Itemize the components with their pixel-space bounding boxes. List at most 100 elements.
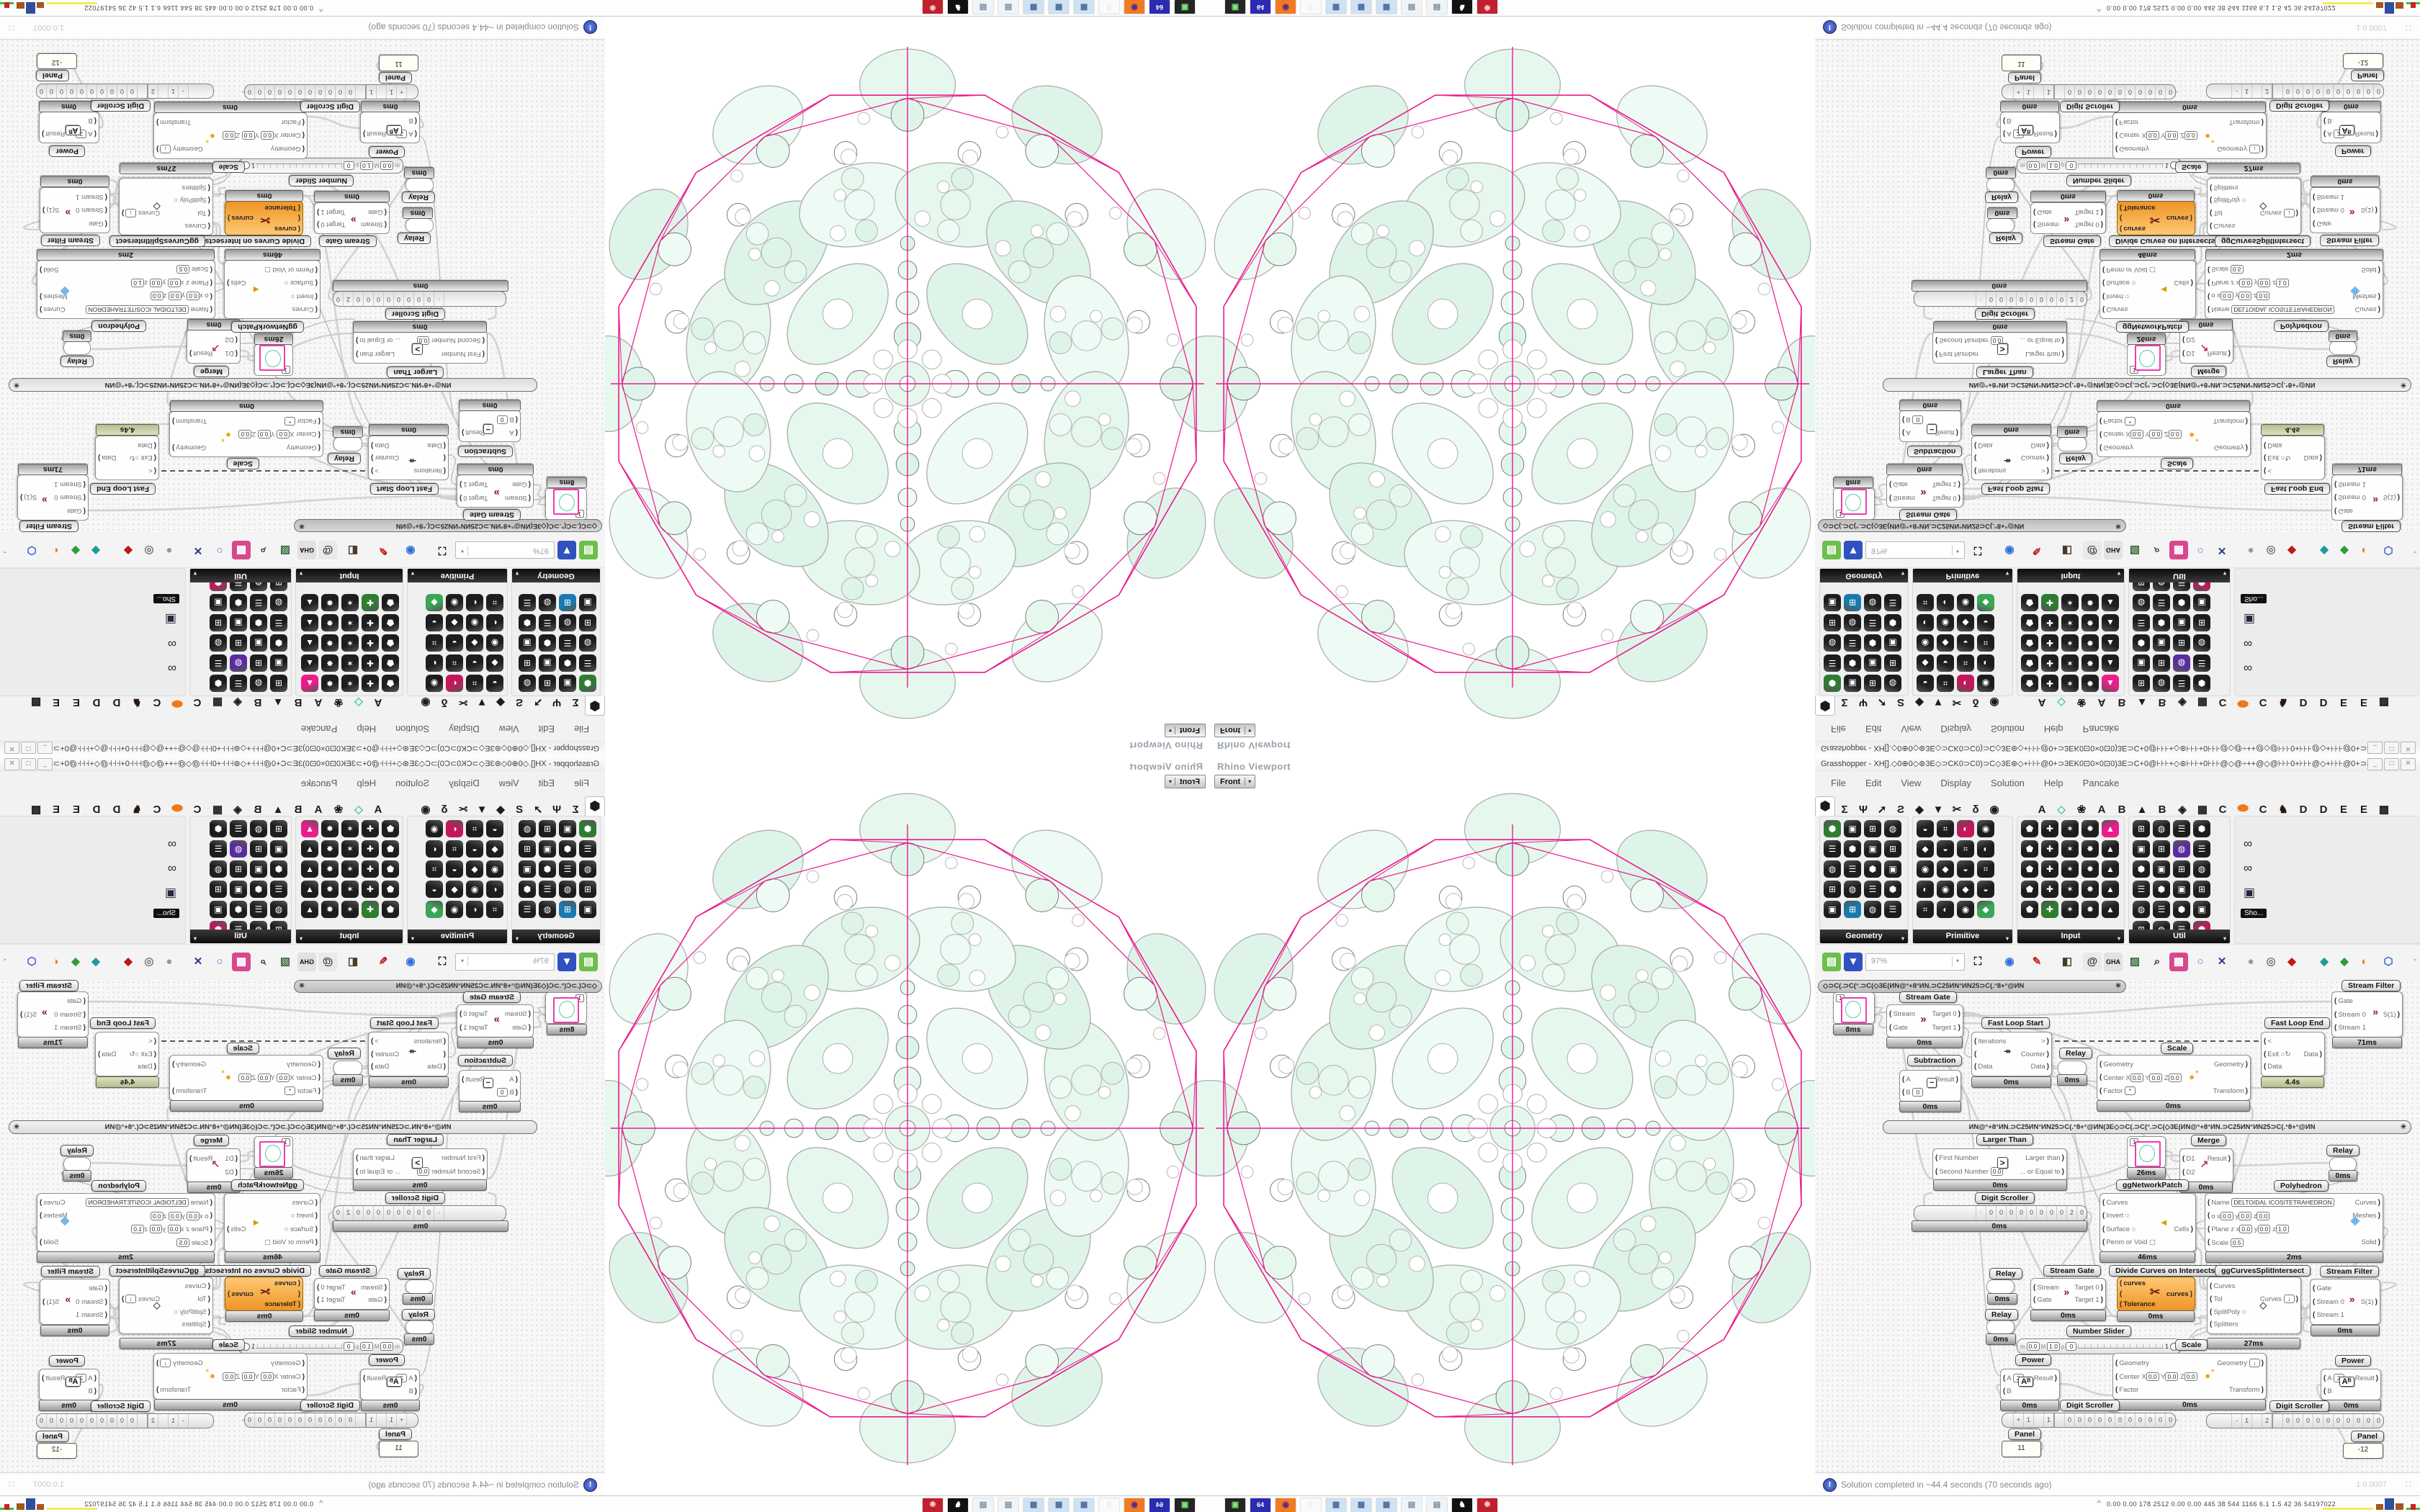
component-icon[interactable]: ▣ <box>1824 594 1841 611</box>
component-icon[interactable]: ◍ <box>1884 675 1901 692</box>
node-label-ggnetworkpatch[interactable]: ggNetworkPatch <box>2116 1179 2189 1191</box>
component-icon[interactable]: ▲ <box>301 675 318 692</box>
toolbar-balloon-icon[interactable]: ○ <box>216 544 223 557</box>
component-icon[interactable]: ▣ <box>1844 820 1861 837</box>
component-icon[interactable]: ✶ <box>341 840 359 858</box>
scroller-digit[interactable]: 0 <box>2373 84 2383 98</box>
component-icon[interactable]: ✚ <box>2041 901 2058 918</box>
component-icon[interactable]: ✚ <box>362 614 379 631</box>
taskbar-ornament-icon[interactable]: ❋ <box>922 1498 944 1512</box>
component-tab-icon-22[interactable]: ♞ <box>2278 804 2288 816</box>
component-icon[interactable]: ✸ <box>321 840 339 858</box>
node-label-merge[interactable]: Merge <box>194 366 229 377</box>
node-label-polyhedron[interactable]: Polyhedron <box>2274 1180 2329 1192</box>
component-icon[interactable]: ☰ <box>210 654 227 672</box>
palette-label-geometry[interactable]: Geometry ▾ <box>1820 930 1908 943</box>
component-icon[interactable]: ⬢ <box>2133 860 2150 878</box>
component-icon[interactable]: ⬟ <box>382 840 399 858</box>
component-icon[interactable]: ◉ <box>1977 675 1994 692</box>
node-label-stream-filter[interactable]: Stream Filter <box>2341 521 2401 532</box>
taskbar-floppy64-icon[interactable]: 64 <box>1250 1498 1271 1512</box>
curve-panel-1[interactable]: 1 <box>545 488 587 520</box>
node-label-scale[interactable]: Scale <box>212 1339 245 1351</box>
component-icon[interactable]: ◐ <box>1917 614 1934 631</box>
component-icon[interactable]: ◐ <box>426 840 443 858</box>
component-icon[interactable]: ⬢ <box>2193 820 2210 837</box>
relay-3[interactable] <box>405 1279 434 1294</box>
component-icon[interactable]: ☰ <box>270 614 287 631</box>
node-label-subtraction[interactable]: Subtraction <box>1907 446 1963 457</box>
toolbar-map-icon[interactable]: ▨ <box>2129 955 2141 968</box>
node-label-polyhedron[interactable]: Polyhedron <box>2274 320 2329 332</box>
zoom-combo[interactable]: 97% ▾ <box>455 541 555 559</box>
scroller-digit[interactable]: 0 <box>2145 1413 2155 1427</box>
relay-3[interactable] <box>1986 1279 2015 1294</box>
fast-loop-end[interactable]: (<(Exit ○↻ Data)(Data <box>2261 436 2325 480</box>
subtraction[interactable]: (A Result)(B 0− <box>459 1070 521 1102</box>
component-icon[interactable]: ◍ <box>2193 634 2210 652</box>
scroller-digit[interactable]: 1 <box>2023 1413 2033 1427</box>
scroller-digit[interactable]: 0 <box>2105 1413 2115 1427</box>
component-icon[interactable]: ✸ <box>2081 594 2099 611</box>
component-icon[interactable]: ⬢ <box>539 634 556 652</box>
toolbar-ring-icon[interactable]: ◎ <box>144 955 154 968</box>
component-tab-icon-12[interactable]: ❀ <box>2076 804 2087 816</box>
component-icon[interactable]: ☰ <box>519 901 536 918</box>
component-icon[interactable]: ⊞ <box>1824 881 1841 898</box>
component-icon[interactable]: ◍ <box>559 881 576 898</box>
component-icon[interactable]: ◒ <box>446 860 463 878</box>
component-icon[interactable]: ⬟ <box>2021 840 2038 858</box>
component-icon[interactable]: ✸ <box>321 634 339 652</box>
panel-value-11[interactable]: 11 <box>379 1441 418 1457</box>
toolbar-gem-orange-icon[interactable]: ◐ <box>52 544 59 557</box>
component-icon[interactable]: ✸ <box>321 860 339 878</box>
component-icon[interactable]: ✸ <box>321 881 339 898</box>
node-label-fast-loop-end[interactable]: Fast Loop End <box>2264 483 2330 495</box>
taskbar-calculator-icon-2[interactable]: ▦ <box>1048 1498 1070 1512</box>
component-icon[interactable]: ◍ <box>2173 654 2190 672</box>
component-icon[interactable]: ◍ <box>1864 594 1881 611</box>
component-tab-icon-9[interactable]: ◉ <box>1989 696 1999 708</box>
component-icon[interactable]: ⊞ <box>210 614 227 631</box>
component-icon[interactable]: ◆ <box>446 881 463 898</box>
scroller-digit[interactable]: 1 <box>2241 84 2251 98</box>
component-tab-icon-20[interactable]: ⬬ <box>2237 801 2249 815</box>
scroller-digit[interactable]: 2 <box>148 84 158 98</box>
relay-3[interactable] <box>1986 218 2015 233</box>
chevron-down-icon[interactable]: ▾ <box>1168 778 1172 785</box>
scroller-digit[interactable]: + <box>397 1413 407 1427</box>
component-icon[interactable]: ◉ <box>1957 594 1974 611</box>
scroller-digit[interactable]: 0 <box>2155 1413 2165 1427</box>
scroller-digit[interactable]: 0 <box>127 1414 138 1428</box>
component-icon[interactable]: ✸ <box>321 594 339 611</box>
component-icon[interactable]: ⌗ <box>1977 634 1994 652</box>
zoom-combo[interactable]: 97% ▾ <box>1865 541 1965 559</box>
component-tab-icon-16[interactable]: B <box>254 696 262 708</box>
curve-panel-1[interactable]: 1 <box>1833 992 1875 1024</box>
scroller-digit[interactable]: 0 <box>424 1206 434 1220</box>
component-icon[interactable]: ▣ <box>519 634 536 652</box>
component-tab-icon-0[interactable]: ⬢ <box>1815 696 1835 716</box>
node-label-number-slider[interactable]: Number Slider <box>289 1326 354 1337</box>
component-icon[interactable]: ◒ <box>1977 614 1994 631</box>
node-label-divide-curves-on-intersects[interactable]: Divide Curves on Intersects <box>2109 235 2222 247</box>
chevron-down-icon[interactable]: ▾ <box>2117 935 2120 942</box>
component-icon[interactable]: ◆ <box>1957 881 1974 898</box>
component-icon[interactable]: ▣ <box>2133 840 2150 858</box>
component-icon[interactable]: ◒ <box>1957 634 1974 652</box>
component-icon[interactable]: ▣ <box>270 840 287 858</box>
component-icon[interactable]: ☰ <box>2173 675 2190 692</box>
chevron-down-icon[interactable]: ▾ <box>516 935 519 942</box>
component-tab-icon-16[interactable]: B <box>2158 804 2166 816</box>
component-tab-icon-20[interactable]: ⬬ <box>2237 697 2249 711</box>
component-icon[interactable]: ⌗ <box>426 860 443 878</box>
taskbar-notepad-icon-2[interactable]: ▤ <box>972 1498 994 1512</box>
taskbar-calculator-icon-1[interactable]: ▦ <box>1073 1498 1095 1512</box>
relay-4[interactable] <box>1986 1320 2015 1334</box>
toolbar-exit-door-icon[interactable]: ◧ <box>2061 544 2073 557</box>
scroller-digit[interactable]: 0 <box>87 84 97 98</box>
curve-panel-1[interactable]: 1 <box>545 992 587 1024</box>
chevron-down-icon[interactable]: ▾ <box>2005 935 2009 942</box>
node-label-stream-gate[interactable]: Stream Gate <box>2043 1265 2101 1277</box>
